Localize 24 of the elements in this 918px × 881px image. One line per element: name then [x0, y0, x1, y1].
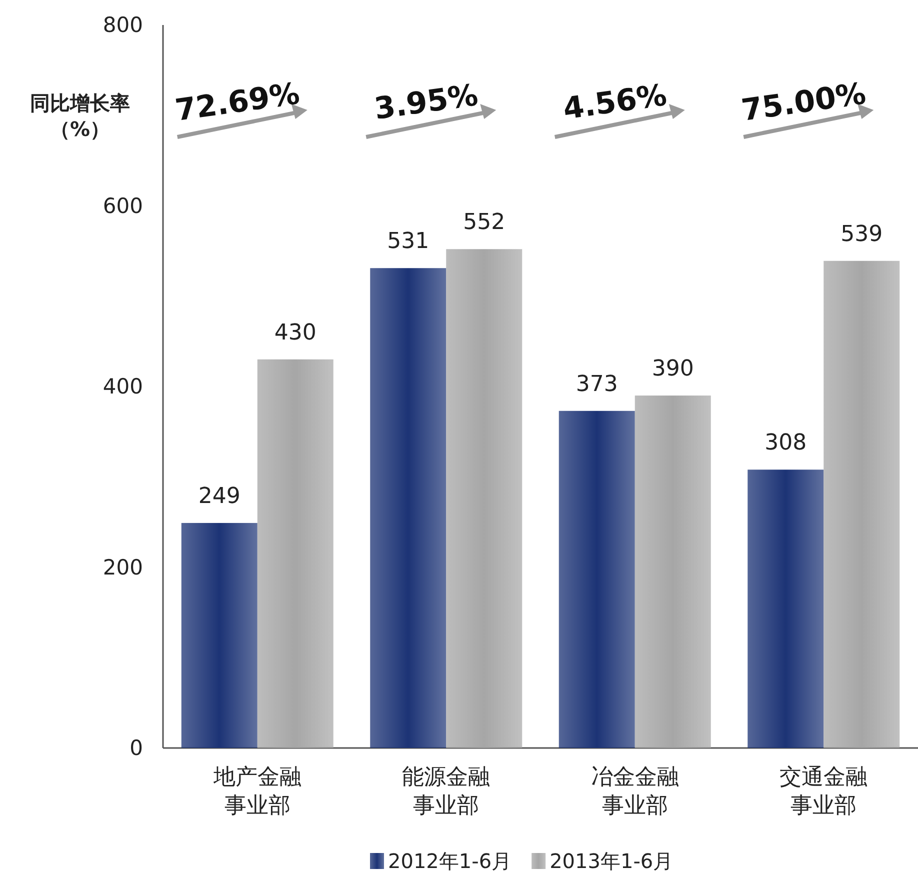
y-tick-label: 200: [102, 555, 143, 580]
annotation: 4.56%: [560, 78, 669, 128]
y-tick-label: 0: [130, 736, 143, 760]
x-tick-label: 能源金融事业部: [402, 765, 490, 819]
data-label: 390: [652, 356, 694, 382]
legend-label: 2012年1-6月: [388, 849, 512, 873]
data-label: 249: [198, 484, 240, 509]
legend-label: 2013年1-6月: [550, 849, 674, 873]
data-label: 552: [463, 210, 506, 236]
x-tick-label: 交通金融事业部: [780, 765, 868, 819]
text: 同比增长率（%）: [30, 91, 130, 141]
annotation: 72.69%: [173, 76, 302, 129]
x-tick-label: 地产金融事业部: [212, 765, 302, 819]
y-tick-label: 600: [102, 194, 143, 218]
data-label: 539: [840, 222, 883, 247]
data-label: 430: [274, 320, 316, 346]
data-label: 373: [576, 372, 618, 397]
annotation: 3.95%: [372, 78, 480, 128]
annotation: 75.00%: [739, 76, 868, 129]
y-tick-label: 800: [102, 13, 143, 37]
x-tick-label: 冶金金融事业部: [590, 765, 679, 819]
y-tick-label: 400: [102, 374, 143, 398]
data-label: 308: [764, 430, 807, 456]
data-label: 531: [387, 229, 430, 254]
